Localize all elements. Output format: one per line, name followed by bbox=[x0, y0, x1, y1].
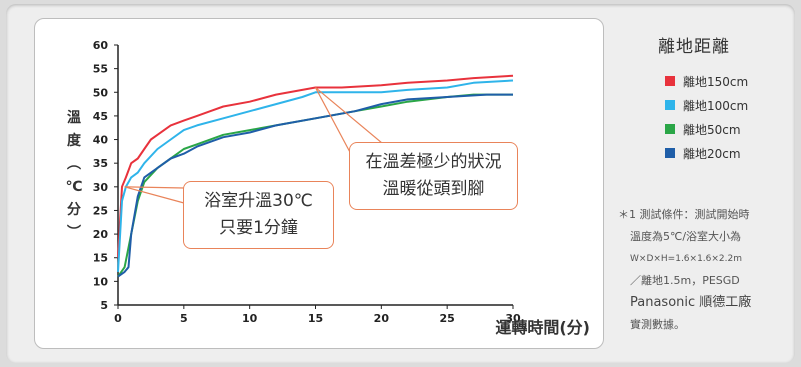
callout-fast-heating: 浴室升溫30℃ 只要1分鐘 bbox=[183, 181, 334, 249]
legend-item: 離地100cm bbox=[665, 93, 790, 117]
legend-swatch bbox=[665, 148, 675, 158]
x-tick-label: 0 bbox=[114, 312, 122, 325]
legend-label: 離地20cm bbox=[683, 146, 741, 161]
legend-item: 離地150cm bbox=[665, 69, 790, 93]
series-line-1 bbox=[117, 74, 514, 258]
y-axis-label-char: 分 bbox=[67, 202, 81, 218]
y-axis-label: 溫度 ︵ ℃ 分 ︶ bbox=[66, 109, 83, 241]
legend-label: 離地150cm bbox=[683, 74, 749, 89]
y-axis-label-char: ℃ bbox=[66, 179, 83, 195]
y-axis-label-char: ︵ bbox=[66, 156, 81, 172]
legend-label: 離地100cm bbox=[683, 98, 749, 113]
x-tick-label: 25 bbox=[440, 312, 455, 325]
series-line-4 bbox=[117, 93, 513, 278]
note-line: W×D×H=1.6×1.6×2.2m bbox=[630, 254, 743, 264]
note-line: Panasonic 順德工廠 bbox=[630, 295, 752, 310]
y-axis-label-char: ︶ bbox=[66, 224, 81, 241]
y-tick-label: 25 bbox=[93, 204, 108, 217]
y-tick-label: 10 bbox=[93, 275, 109, 288]
note-line: ＊1 測試條件：測試開始時 bbox=[618, 208, 750, 221]
legend-title: 離地距離 bbox=[658, 37, 730, 57]
x-tick-label: 5 bbox=[180, 312, 188, 325]
legend: 離地距離 離地150cm 離地100cm 離地50cm 離地20cm bbox=[630, 32, 790, 165]
x-axis-label: 運轉時間(分) bbox=[495, 318, 590, 337]
y-tick-label: 20 bbox=[93, 228, 109, 241]
legend-item: 離地20cm bbox=[665, 141, 790, 165]
y-axis-label-char: 溫 bbox=[67, 109, 81, 126]
x-tick-label: 15 bbox=[308, 312, 323, 325]
legend-swatch bbox=[665, 100, 675, 110]
callout-leader bbox=[315, 87, 383, 144]
x-tick-label: 30 bbox=[505, 312, 521, 325]
test-conditions-note: ＊1 測試條件：測試開始時 溫度為5℃/浴室大小為 W×D×H=1.6×1.6×… bbox=[618, 204, 794, 336]
series-layer bbox=[117, 74, 514, 278]
note-line: 溫度為5℃/浴室大小為 bbox=[630, 230, 742, 243]
callout-leaders bbox=[124, 87, 383, 204]
callout-even-warmth: 在溫差極少的狀況 溫暖從頭到腳 bbox=[349, 142, 518, 210]
y-tick-label: 50 bbox=[93, 86, 109, 99]
legend-label: 離地50cm bbox=[683, 122, 741, 137]
y-tick-label: 35 bbox=[93, 157, 108, 170]
legend-item: 離地50cm bbox=[665, 117, 790, 141]
callout-leader bbox=[314, 87, 353, 157]
y-tick-label: 45 bbox=[93, 110, 108, 123]
series-line-2 bbox=[117, 79, 514, 272]
callout-leader bbox=[124, 186, 185, 189]
legend-swatch bbox=[665, 124, 675, 134]
note-line: ／離地1.5m，PESGD bbox=[630, 274, 740, 287]
note-line: 實測數據。 bbox=[630, 318, 685, 331]
y-tick-label: 60 bbox=[93, 39, 109, 52]
callout-even-warmth-line1: 在溫差極少的狀況 bbox=[365, 152, 502, 172]
y-tick-label: 15 bbox=[93, 252, 108, 265]
callout-even-warmth-line2: 溫暖從頭到腳 bbox=[382, 179, 485, 199]
y-axis-label-char: 度 bbox=[67, 132, 82, 149]
callout-leader bbox=[124, 186, 185, 204]
y-tick-label: 5 bbox=[100, 299, 108, 312]
x-tick-label: 20 bbox=[374, 312, 390, 325]
x-tick-label: 10 bbox=[242, 312, 258, 325]
callout-fast-heating-line1: 浴室升溫30℃ bbox=[204, 191, 313, 211]
y-tick-label: 30 bbox=[93, 181, 109, 194]
callout-fast-heating-line2: 只要1分鐘 bbox=[219, 218, 298, 238]
y-tick-label: 55 bbox=[93, 63, 108, 76]
legend-swatch bbox=[665, 76, 675, 86]
y-tick-label: 40 bbox=[93, 134, 109, 147]
